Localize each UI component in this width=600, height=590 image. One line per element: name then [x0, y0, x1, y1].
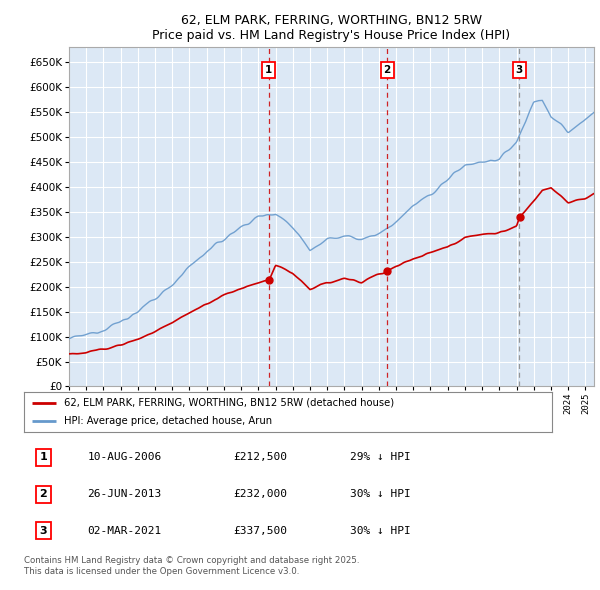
Text: Contains HM Land Registry data © Crown copyright and database right 2025.
This d: Contains HM Land Registry data © Crown c… — [24, 556, 359, 576]
Text: 3: 3 — [516, 65, 523, 75]
Text: HPI: Average price, detached house, Arun: HPI: Average price, detached house, Arun — [64, 416, 272, 426]
Text: £212,500: £212,500 — [234, 453, 288, 463]
Text: 10-AUG-2006: 10-AUG-2006 — [88, 453, 162, 463]
Text: 29% ↓ HPI: 29% ↓ HPI — [350, 453, 410, 463]
Text: 1: 1 — [265, 65, 272, 75]
Text: 02-MAR-2021: 02-MAR-2021 — [88, 526, 162, 536]
Text: 2: 2 — [40, 489, 47, 499]
Text: £232,000: £232,000 — [234, 489, 288, 499]
Title: 62, ELM PARK, FERRING, WORTHING, BN12 5RW
Price paid vs. HM Land Registry's Hous: 62, ELM PARK, FERRING, WORTHING, BN12 5R… — [152, 14, 511, 42]
Text: 30% ↓ HPI: 30% ↓ HPI — [350, 489, 410, 499]
Text: 62, ELM PARK, FERRING, WORTHING, BN12 5RW (detached house): 62, ELM PARK, FERRING, WORTHING, BN12 5R… — [64, 398, 394, 408]
Text: £337,500: £337,500 — [234, 526, 288, 536]
Text: 3: 3 — [40, 526, 47, 536]
Text: 30% ↓ HPI: 30% ↓ HPI — [350, 526, 410, 536]
Text: 1: 1 — [40, 453, 47, 463]
Text: 26-JUN-2013: 26-JUN-2013 — [88, 489, 162, 499]
Text: 2: 2 — [383, 65, 391, 75]
